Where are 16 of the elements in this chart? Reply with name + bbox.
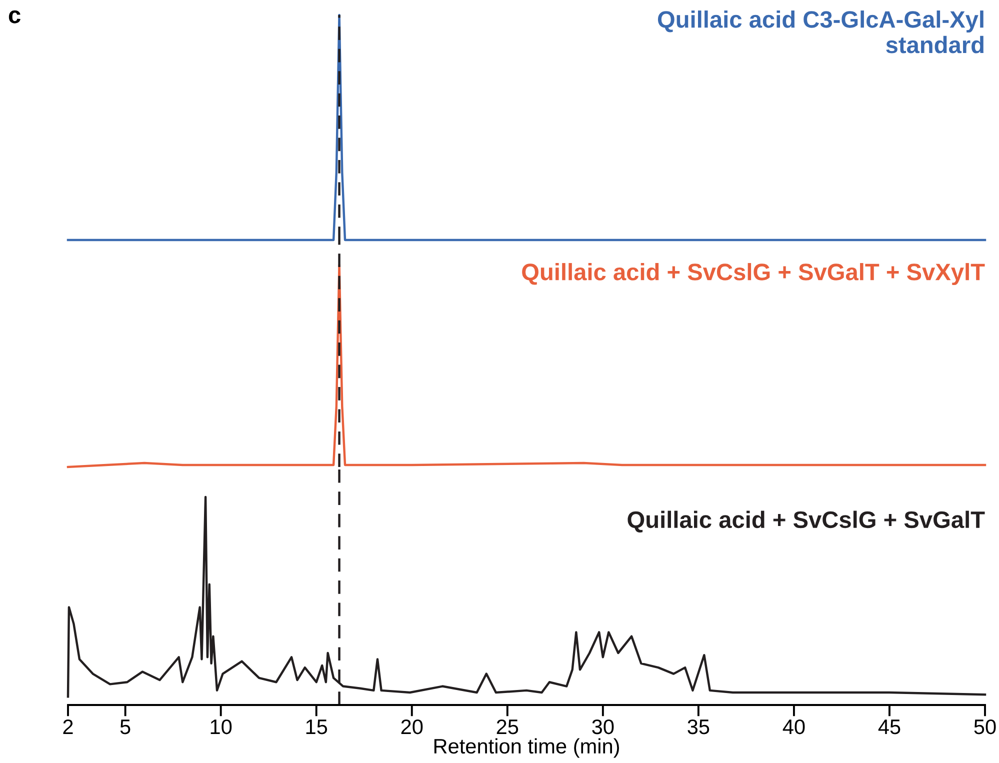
text: Quillaic acid + SvCslG + SvGalT + SvXylT — [522, 263, 985, 286]
x-tick-label: 50 — [974, 719, 996, 734]
x-tick-label: 40 — [782, 719, 805, 734]
x-tick-label: 20 — [401, 719, 423, 734]
x-tick-label: 25 — [496, 719, 518, 734]
text: Quillaic acid + SvCslG + SvGalT — [628, 510, 985, 532]
x-tick-label: 35 — [688, 719, 710, 734]
x-axis-title: Retention time (min) — [434, 738, 619, 758]
x-tick-label: 15 — [306, 720, 328, 734]
text: Quillaic acid C3-GlcA-Gal-Xyl standard — [658, 10, 984, 54]
x-tick-label: 5 — [120, 720, 130, 734]
text: c — [8, 10, 20, 24]
x-tick-label: 10 — [210, 719, 232, 734]
x-tick-label: 45 — [878, 720, 900, 734]
x-tick-label: 2 — [63, 719, 73, 734]
x-tick-label: 30 — [592, 719, 614, 734]
